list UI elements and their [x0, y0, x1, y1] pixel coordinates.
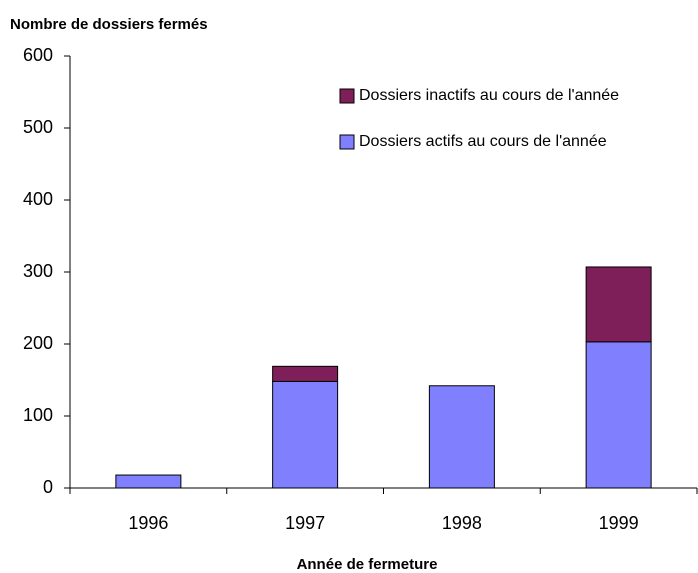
- legend-swatch: [339, 88, 355, 104]
- y-tick-label: 400: [23, 189, 53, 209]
- y-tick-label: 100: [23, 405, 53, 425]
- y-tick-label: 600: [23, 45, 53, 65]
- x-tick-label: 1999: [599, 513, 639, 533]
- x-tick-label: 1997: [285, 513, 325, 533]
- x-tick-label: 1998: [442, 513, 482, 533]
- bar: [585, 341, 652, 489]
- legend-label: Dossiers inactifs au cours de l'année: [359, 87, 619, 104]
- x-axis-label: Année de fermeture: [297, 556, 438, 573]
- bar: [272, 365, 339, 382]
- y-tick-label: 500: [23, 117, 53, 137]
- bar: [428, 385, 495, 489]
- x-tick-label: 1996: [128, 513, 168, 533]
- y-tick-label: 200: [23, 333, 53, 353]
- chart-title: Nombre de dossiers fermés: [10, 16, 208, 33]
- bar: [272, 380, 339, 489]
- bar: [585, 266, 652, 343]
- legend-label: Dossiers actifs au cours de l'année: [359, 133, 607, 150]
- y-tick-label: 300: [23, 261, 53, 281]
- bar: [115, 474, 182, 489]
- y-tick-label: 0: [43, 477, 53, 497]
- legend-swatch: [339, 134, 355, 150]
